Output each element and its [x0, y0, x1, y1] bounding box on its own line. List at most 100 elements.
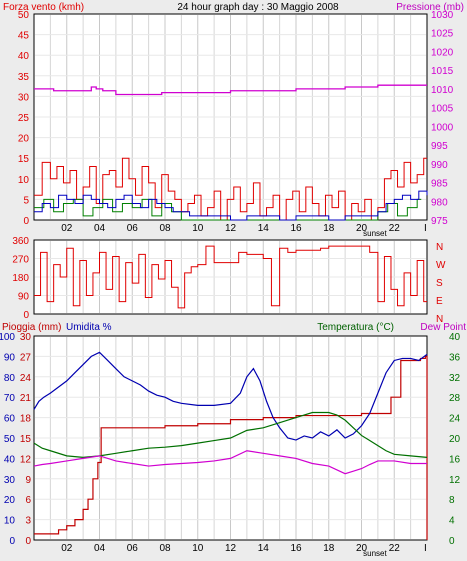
rain-tick-label: 24 — [20, 373, 32, 384]
pressure-tick-label: 985 — [431, 179, 448, 190]
x-tick-label: I — [424, 543, 427, 554]
x-tick-label: 06 — [127, 223, 139, 234]
humidity-tick-label: 20 — [4, 495, 16, 506]
pressure-tick-label: 1005 — [431, 104, 454, 115]
series-pressure — [34, 84, 427, 96]
x-tick-label: 08 — [159, 543, 171, 554]
x-tick-label: 16 — [290, 543, 302, 554]
compass-label: W — [436, 260, 446, 271]
x-tick-label: 18 — [323, 223, 335, 234]
pressure-tick-label: 1015 — [431, 66, 454, 77]
temperature-tick-label: 12 — [449, 475, 461, 486]
humidity-tick-label: 30 — [4, 475, 16, 486]
series-wind_green — [34, 198, 422, 221]
x-tick-label: I — [424, 223, 427, 234]
rain-tick-label: 21 — [20, 393, 32, 404]
pressure-tick-label: 975 — [431, 216, 448, 227]
x-tick-label: 02 — [61, 543, 73, 554]
wind-tick-label: 0 — [23, 216, 29, 227]
compass-label: N — [436, 314, 443, 325]
dewpoint-axis-label: Dew Point — [420, 322, 466, 333]
wind-tick-label: 35 — [18, 72, 30, 83]
compass-label: N — [436, 242, 443, 253]
humidity-tick-label: 100 — [0, 332, 15, 343]
wind-tick-label: 15 — [18, 154, 30, 165]
compass-label: S — [436, 278, 443, 289]
pressure-tick-label: 1010 — [431, 85, 454, 96]
x-tick-label: 14 — [258, 223, 270, 234]
direction-tick-label: 360 — [12, 236, 29, 247]
temperature-tick-label: 0 — [449, 536, 455, 547]
rain-axis-label: Pioggia (mm) — [2, 322, 61, 333]
rain-tick-label: 18 — [20, 414, 32, 425]
direction-tick-label: 90 — [18, 292, 30, 303]
wind-tick-label: 20 — [18, 134, 30, 145]
humidity-tick-label: 70 — [4, 393, 16, 404]
x-tick-label: 16 — [290, 223, 302, 234]
pressure-tick-label: 1025 — [431, 29, 454, 40]
pressure-axis-label: Pressione (mb) — [396, 2, 464, 13]
series-rain — [34, 355, 428, 540]
rain-tick-label: 9 — [25, 475, 31, 486]
direction-tick-label: 0 — [23, 310, 29, 321]
temperature-tick-label: 24 — [449, 414, 461, 425]
humidity-tick-label: 80 — [4, 373, 16, 384]
humidity-tick-label: 10 — [4, 516, 16, 527]
temperature-tick-label: 36 — [449, 352, 461, 363]
wind-tick-label: 45 — [18, 31, 30, 42]
x-tick-label: 10 — [192, 223, 204, 234]
rain-tick-label: 6 — [25, 495, 31, 506]
rain-tick-label: 15 — [20, 434, 32, 445]
pressure-tick-label: 980 — [431, 197, 448, 208]
wind-tick-label: 10 — [18, 175, 30, 186]
x-tick-label: 12 — [225, 223, 237, 234]
temperature-tick-label: 28 — [449, 393, 461, 404]
wind-tick-label: 25 — [18, 113, 30, 124]
sunset-label: sunset — [363, 549, 387, 556]
humidity-tick-label: 40 — [4, 454, 16, 465]
x-tick-label: 22 — [389, 223, 401, 234]
humidity-axis-label: Umidita % — [66, 322, 112, 333]
x-tick-label: 20 — [356, 223, 368, 234]
series-direction — [34, 245, 427, 309]
pressure-tick-label: 1000 — [431, 122, 454, 133]
temperature-tick-label: 32 — [449, 373, 461, 384]
x-tick-label: 14 — [258, 543, 270, 554]
x-tick-label: 04 — [94, 223, 106, 234]
temperature-axis-label: Temperatura (°C) — [317, 322, 394, 333]
temperature-tick-label: 4 — [449, 516, 455, 527]
x-tick-label: 06 — [127, 543, 139, 554]
rain-tick-label: 27 — [20, 352, 32, 363]
wind-axis-label: Forza vento (kmh) — [3, 2, 84, 13]
x-tick-label: 10 — [192, 543, 204, 554]
x-tick-label: 04 — [94, 543, 106, 554]
rain-tick-label: 3 — [25, 516, 31, 527]
humidity-tick-label: 60 — [4, 414, 16, 425]
direction-tick-label: 180 — [12, 273, 29, 284]
series-wind_blue — [34, 190, 428, 221]
x-tick-label: 20 — [356, 543, 368, 554]
wind-tick-label: 30 — [18, 92, 30, 103]
compass-label: E — [436, 296, 443, 307]
x-tick-label: 12 — [225, 543, 237, 554]
temperature-tick-label: 16 — [449, 454, 461, 465]
pressure-tick-label: 990 — [431, 160, 448, 171]
graph-title: 24 hour graph day : 30 Maggio 2008 — [177, 2, 339, 13]
rain-tick-label: 0 — [25, 536, 31, 547]
x-tick-label: 08 — [159, 223, 171, 234]
x-tick-label: 02 — [61, 223, 73, 234]
wind-tick-label: 5 — [23, 195, 29, 206]
series-dewpoint — [33, 450, 427, 475]
humidity-tick-label: 90 — [4, 352, 16, 363]
humidity-tick-label: 50 — [4, 434, 16, 445]
rain-tick-label: 30 — [20, 332, 32, 343]
temperature-tick-label: 8 — [449, 495, 455, 506]
sunset-label: sunset — [363, 229, 387, 238]
rain-tick-label: 12 — [20, 454, 32, 465]
pressure-tick-label: 1020 — [431, 47, 454, 58]
wind-tick-label: 40 — [18, 51, 30, 62]
x-tick-label: 22 — [389, 543, 401, 554]
humidity-tick-label: 0 — [9, 536, 15, 547]
series-wind — [34, 157, 427, 221]
